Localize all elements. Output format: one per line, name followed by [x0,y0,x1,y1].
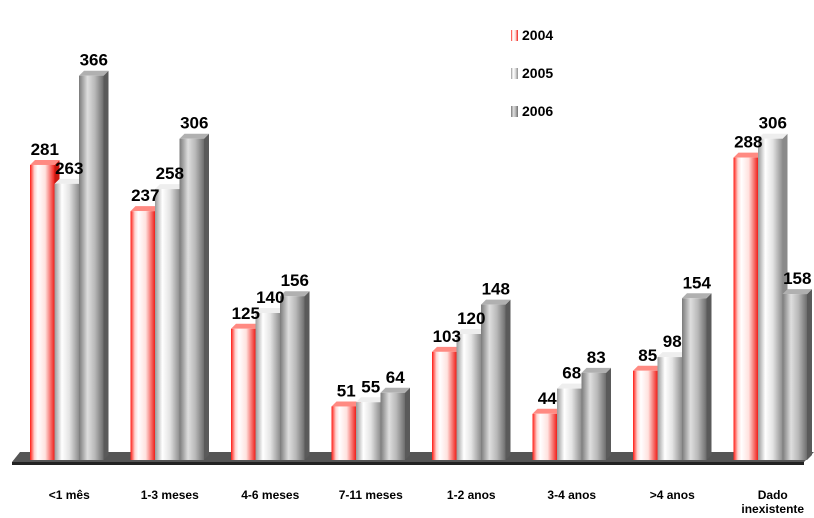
legend-item-2006: 2006 [511,103,553,119]
value-label-2004-lt1-m-s: 281 [31,140,59,159]
value-label-2005-1-3-meses: 258 [156,164,184,183]
value-label-2006-7-11-meses: 64 [386,368,405,387]
value-label-2006-1-3-meses: 306 [180,114,208,133]
chart-floor [12,452,814,465]
value-label-2006-4-6-meses: 156 [281,271,309,290]
bar-2006-7-11-meses [380,387,410,460]
legend-label-2005: 2005 [522,65,553,81]
value-label-2004-1-2-anos: 103 [433,327,461,346]
value-label-2005-lt1-m-s: 263 [55,159,83,178]
value-label-2006-1-2-anos: 148 [482,280,510,299]
value-label-2004-4-6-meses: 125 [232,304,260,323]
bar-2006-1-2-anos [481,299,511,460]
value-label-2005-4-6-meses: 140 [256,288,284,307]
category-label-3-4-anos: 3-4 anos [547,488,596,502]
legend-label-2004: 2004 [522,27,553,43]
value-label-2004-3-4-anos: 44 [538,389,557,408]
category-label-7-11-meses: 7-11 meses [339,488,403,502]
value-label-2005-gt4-anos: 98 [663,332,682,351]
bar-2006-1-3-meses [179,133,209,460]
value-label-2005-3-4-anos: 68 [562,364,581,383]
category-label-1-3-meses: 1-3 meses [141,488,199,502]
category-label-dado-inexistente: Dado inexistente [741,488,804,516]
bar-2006-lt1-m-s [79,70,109,460]
legend-swatch-2005 [511,68,518,79]
category-label-lt1-m-s: <1 mês [49,488,90,502]
legend: 2004 2005 2006 [511,27,553,119]
category-label-4-6-meses: 4-6 meses [241,488,299,502]
value-label-2006-lt1-m-s: 366 [80,51,108,70]
value-label-2004-gt4-anos: 85 [638,346,657,365]
value-label-2004-dado-inexistente: 288 [734,133,762,152]
value-label-2006-dado-inexistente: 158 [783,269,811,288]
value-label-2006-gt4-anos: 154 [683,273,712,292]
legend-item-2005: 2005 [511,65,553,81]
value-label-2004-7-11-meses: 51 [337,381,356,400]
legend-label-2006: 2006 [522,103,553,119]
bars-layer [30,70,812,460]
floor-edge [12,462,804,465]
category-label-1-2-anos: 1-2 anos [447,488,496,502]
legend-swatch-2006 [511,106,518,117]
bar-2006-gt4-anos [682,293,712,460]
value-label-2005-7-11-meses: 55 [361,377,380,396]
floor-top [12,452,814,462]
bar-2006-4-6-meses [280,291,310,460]
value-label-2006-3-4-anos: 83 [587,348,606,367]
bar-2006-dado-inexistente [782,289,812,460]
legend-swatch-2004 [511,30,518,41]
category-label-gt4-anos: >4 anos [650,488,695,502]
value-label-2005-dado-inexistente: 306 [759,114,787,133]
value-label-2005-1-2-anos: 120 [457,309,485,328]
value-label-2004-1-3-meses: 237 [131,186,159,205]
bar-2006-3-4-anos [581,367,611,460]
legend-item-2004: 2004 [511,27,553,43]
category-labels-layer: <1 mês 1-3 meses 4-6 meses 7-11 meses 1-2 an… [49,488,805,516]
